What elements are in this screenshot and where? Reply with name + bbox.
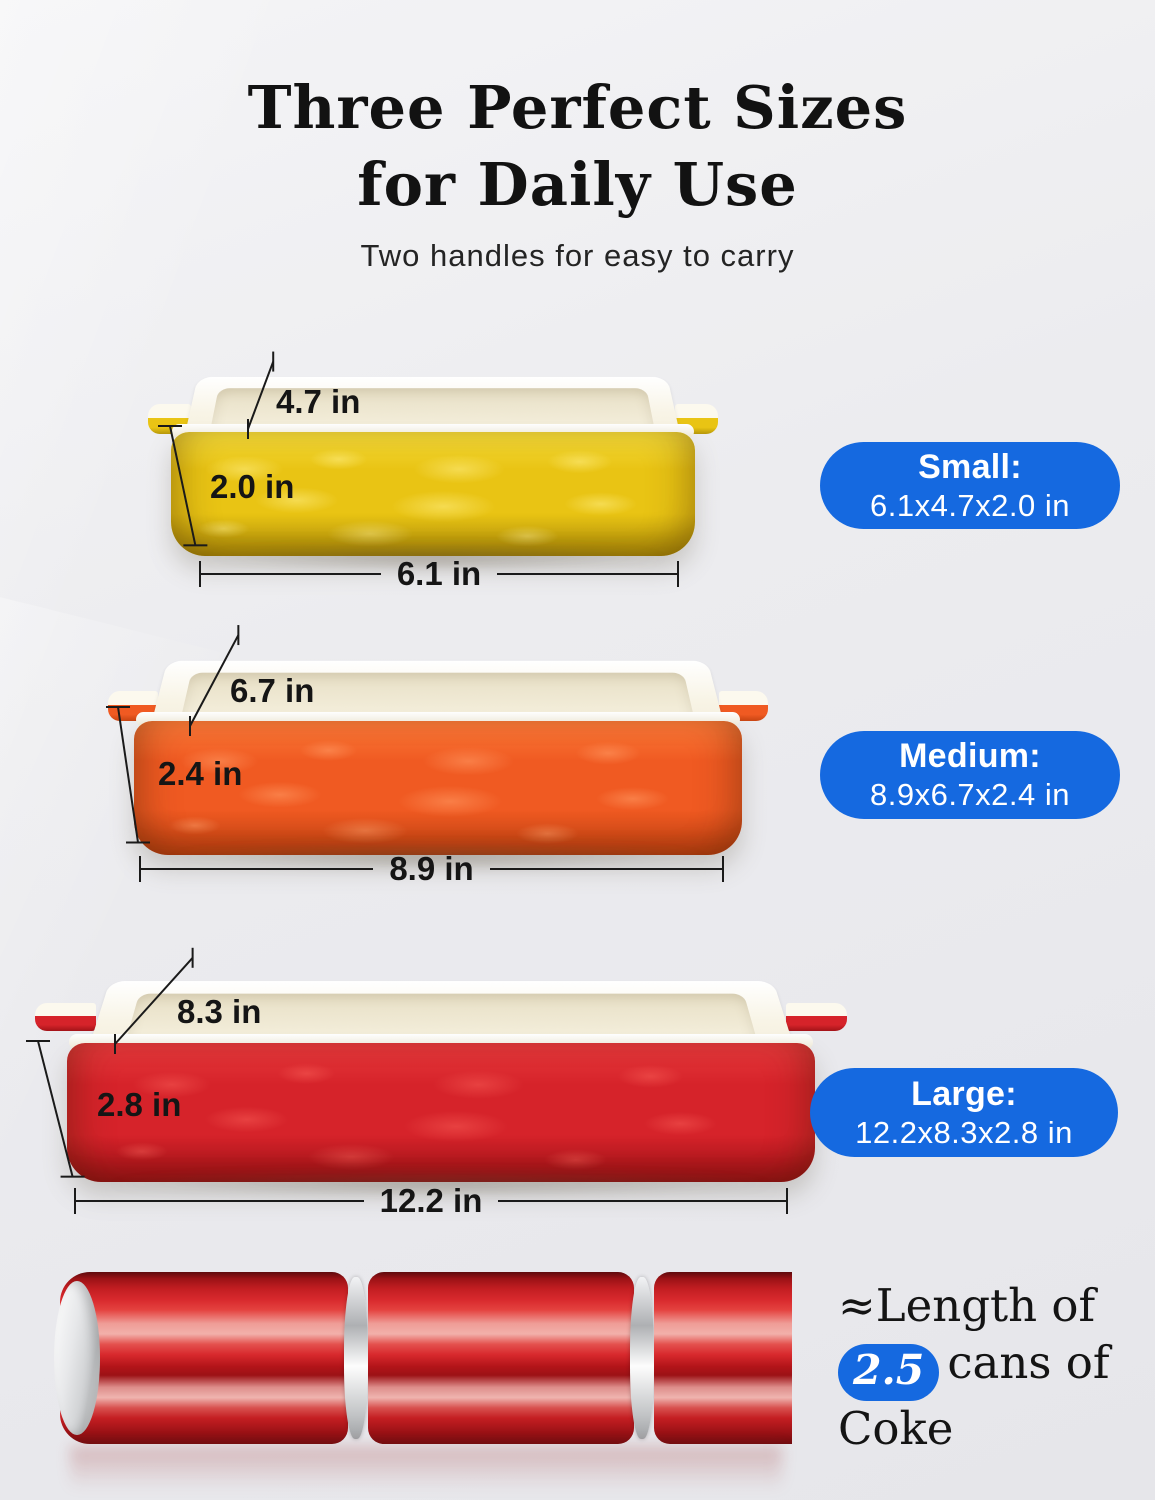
can-bottom-cap [54, 1280, 100, 1436]
length-dimension-label: 12.2 in [379, 1182, 483, 1219]
height-dimension-label: 2.0 in [210, 468, 295, 505]
comparison-suffix: Coke [838, 1401, 954, 1455]
can-count-pill: 2.5 [838, 1343, 940, 1401]
page-title: Three Perfect Sizes for Daily Use [0, 70, 1155, 223]
small-size-badge: Small: 6.1x4.7x2.0 in [820, 442, 1120, 529]
comparison-middle: cans of [947, 1335, 1110, 1389]
badge-title: Large: [911, 1074, 1017, 1113]
coke-can-2 [368, 1272, 634, 1444]
dish-body [170, 432, 696, 556]
title-line-1: Three Perfect Sizes [247, 73, 908, 142]
dimension-tick [786, 1188, 789, 1214]
length-dimension-label: 8.9 in [389, 850, 474, 887]
height-dimension-label: 2.4 in [158, 755, 243, 792]
dimension-segment [76, 1200, 364, 1202]
height-dimension-label: 2.8 in [97, 1086, 182, 1123]
dimension-tick [74, 1188, 76, 1214]
badge-title: Small: [918, 447, 1022, 486]
title-line-2: for Daily Use [357, 149, 798, 219]
dimension-segment [498, 1200, 787, 1202]
width-dimension-label: 4.7 in [276, 383, 361, 420]
length-dimension-label: 6.1 in [396, 555, 482, 592]
small-baking-dish [148, 350, 718, 556]
badge-dimensions: 8.9x6.7x2.4 in [869, 777, 1071, 813]
dimension-tick [722, 856, 724, 882]
dish-body [67, 1042, 815, 1182]
dimension-segment [141, 868, 374, 870]
can-rim-ring [630, 1277, 654, 1439]
dimension-tick [199, 561, 201, 587]
dimension-tick [139, 856, 141, 882]
subtitle: Two handles for easy to carry [360, 238, 795, 273]
length-dimension-line: 6.1 in [199, 555, 679, 592]
dimension-tick [677, 561, 679, 587]
dish-left-handle [35, 1003, 96, 1032]
comparison-prefix: ≈Length of [838, 1279, 1096, 1332]
large-baking-dish [35, 950, 847, 1182]
width-dimension-label: 6.7 in [230, 672, 315, 709]
badge-title: Medium: [899, 737, 1041, 776]
dimension-segment [201, 573, 381, 575]
badge-dimensions: 6.1x4.7x2.0 in [869, 487, 1071, 523]
dimension-segment [497, 573, 677, 575]
can-rim-ring [344, 1277, 368, 1439]
medium-size-badge: Medium: 8.9x6.7x2.4 in [820, 731, 1120, 819]
width-dimension-label: 8.3 in [177, 993, 262, 1030]
dish-body [134, 720, 742, 855]
coke-can-half [654, 1272, 792, 1444]
medium-baking-dish [108, 631, 768, 855]
coke-can-1 [54, 1272, 348, 1444]
length-dimension-line: 8.9 in [139, 850, 724, 887]
length-dimension-line: 12.2 in [74, 1182, 789, 1219]
dimension-segment [489, 868, 722, 870]
badge-dimensions: 12.2x8.3x2.8 in [855, 1114, 1073, 1150]
coke-cans-illustration [54, 1272, 792, 1444]
dish-right-handle [786, 1003, 847, 1032]
large-size-badge: Large: 12.2x8.3x2.8 in [810, 1068, 1118, 1157]
length-comparison-text: ≈Length of 2.5 cans of Coke [838, 1278, 1153, 1457]
